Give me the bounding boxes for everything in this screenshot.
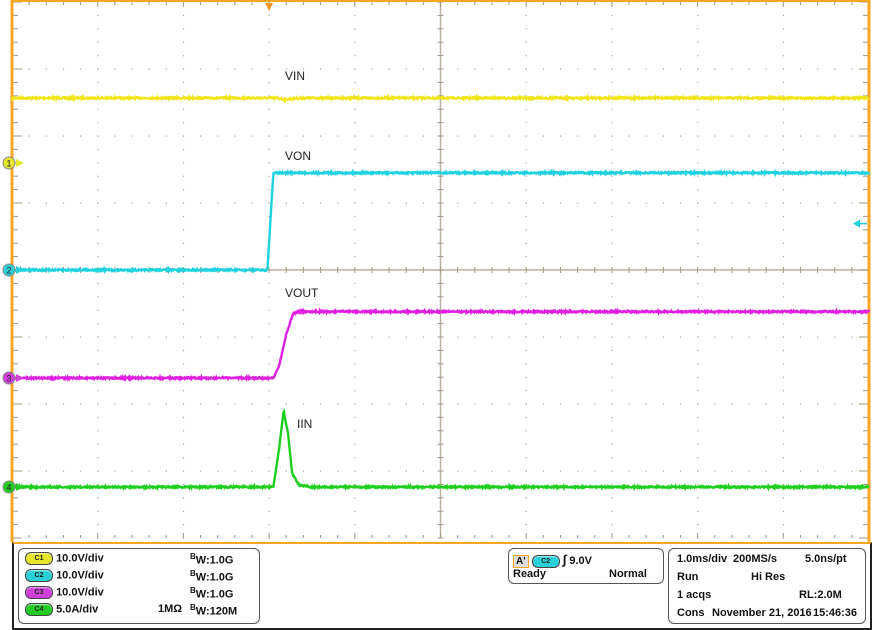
trigger-slope-icon: ∫ xyxy=(562,552,567,567)
volts-per-div: 10.0V/div xyxy=(56,552,104,565)
run-state: Run xyxy=(677,571,699,583)
trace-iin xyxy=(11,408,870,492)
marker-number: 1 xyxy=(6,159,11,169)
channel-3-marker[interactable]: 3 xyxy=(2,371,24,385)
bandwidth: W:1.0G xyxy=(195,571,234,584)
status-panel: C1 10.0V/div BW:1.0G C2 10.0V/div BW:1.0G… xyxy=(12,542,872,630)
bandwidth-prefix: B xyxy=(190,603,196,612)
trace-label: IIN xyxy=(297,417,312,431)
trigger-state: Ready xyxy=(513,568,547,580)
bandwidth-prefix: B xyxy=(190,569,196,578)
marker-number: 4 xyxy=(6,483,11,493)
marker-number: 2 xyxy=(6,266,11,276)
volts-per-div: 10.0V/div xyxy=(56,569,104,582)
record-length: RL:2.0M xyxy=(799,589,842,601)
volts-per-div: 5.0A/div xyxy=(56,603,99,616)
channel-row[interactable]: C1 10.0V/div BW:1.0G xyxy=(25,552,253,567)
bandwidth-prefix: B xyxy=(190,552,196,561)
marker-number: 3 xyxy=(6,374,11,384)
time-per-div: 1.0ms/div xyxy=(677,553,728,565)
channel-row[interactable]: C2 10.0V/div BW:1.0G xyxy=(25,569,253,584)
trace-label: VON xyxy=(285,149,311,163)
trigger-settings-box[interactable]: A' C2 ∫ 9.0V Ready Normal xyxy=(508,548,664,584)
volts-per-div: 10.0V/div xyxy=(56,586,104,599)
bandwidth-prefix: B xyxy=(190,586,196,595)
trigger-position-marker[interactable] xyxy=(265,3,274,11)
impedance: 1MΩ xyxy=(158,603,183,615)
channel-pill: C1 xyxy=(25,552,53,565)
date: November 21, 2016 xyxy=(712,607,812,619)
channel-4-marker[interactable]: 4 xyxy=(2,480,24,494)
channel-pill: C2 xyxy=(25,569,53,582)
time-per-point: 5.0ns/pt xyxy=(805,553,847,565)
timebase-box[interactable]: 1.0ms/div 200MS/s 5.0ns/pt Run Hi Res 1 … xyxy=(668,548,866,624)
sample-rate: 200MS/s xyxy=(733,553,778,565)
waveform-display: VIN VON VOUT IIN 1 2 3 4 xyxy=(2,0,871,542)
trigger-source-pill: C2 xyxy=(531,554,560,568)
time: 15:46:36 xyxy=(813,607,858,619)
channel-settings-box: C1 10.0V/div BW:1.0G C2 10.0V/div BW:1.0G… xyxy=(18,548,260,624)
trace-label: VOUT xyxy=(285,286,319,300)
bandwidth: W:1.0G xyxy=(195,588,234,601)
trace-vin xyxy=(10,93,871,104)
trigger-mode-box: A' xyxy=(513,555,529,568)
trigger-mode: Normal xyxy=(609,568,647,580)
trace-label: VIN xyxy=(285,69,305,83)
bandwidth: W:120M xyxy=(195,605,238,618)
trace-von xyxy=(11,168,871,275)
acquisition-mode: Hi Res xyxy=(751,571,786,583)
trigger-level-marker[interactable] xyxy=(853,219,860,228)
acquisition-count: 1 acqs xyxy=(677,589,712,601)
trigger-level: 9.0V xyxy=(569,555,592,567)
graticule xyxy=(10,0,871,542)
bandwidth: W:1.0G xyxy=(195,554,234,567)
channel-row[interactable]: C4 5.0A/div 1MΩ BW:120M xyxy=(25,603,253,618)
channel-pill: C4 xyxy=(25,603,53,616)
channel-row[interactable]: C3 10.0V/div BW:1.0G xyxy=(25,586,253,601)
channel-pill: C3 xyxy=(25,586,53,599)
cons-label: Cons xyxy=(677,607,705,619)
trace-vout xyxy=(10,306,871,383)
channel-1-marker[interactable]: 1 xyxy=(2,156,24,170)
channel-2-marker[interactable]: 2 xyxy=(2,263,24,277)
